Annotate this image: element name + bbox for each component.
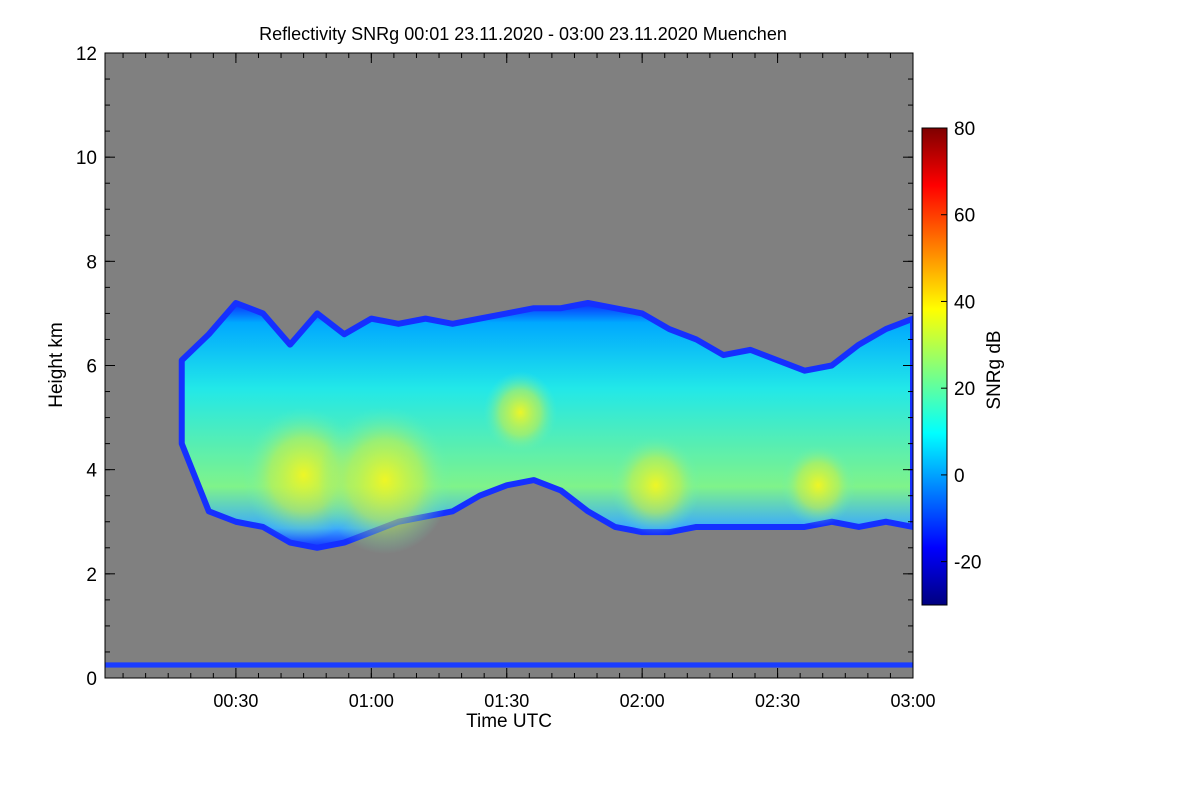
- echo-core-2: [483, 371, 558, 454]
- colorbar-label: SNRg dB: [984, 330, 1005, 409]
- colorbar-tick-label: 0: [954, 466, 965, 487]
- colorbar-tick-label: -20: [954, 553, 981, 574]
- chart-title: Reflectivity SNRg 00:01 23.11.2020 - 03:…: [259, 24, 787, 44]
- y-axis: 0 2 4 6 8 10 12: [76, 44, 913, 690]
- y-tick-label: 0: [86, 669, 97, 690]
- x-tick-label: 02:00: [620, 691, 665, 711]
- x-axis-label: Time UTC: [466, 711, 552, 732]
- echo-core-3: [610, 435, 701, 536]
- plot-content: [105, 300, 913, 668]
- y-tick-label: 6: [86, 357, 97, 378]
- x-tick-label: 02:30: [755, 691, 800, 711]
- x-tick-label: 01:00: [349, 691, 394, 711]
- y-tick-label: 12: [76, 44, 97, 65]
- y-tick-label: 4: [86, 461, 97, 482]
- colorbar-tick-label: 20: [954, 379, 975, 400]
- x-axis: 00:30 01:00 01:30 02:00 02:30 03:00: [122, 53, 936, 711]
- colorbar-ticks: -20 0 20 40 60 80: [941, 119, 981, 574]
- colorbar-tick-label: 80: [954, 119, 975, 140]
- y-tick-label: 2: [86, 565, 97, 586]
- x-tick-label: 01:30: [484, 691, 529, 711]
- echo-core-4: [781, 444, 856, 527]
- colorbar-tick-label: 60: [954, 206, 975, 227]
- x-tick-label: 03:00: [890, 691, 935, 711]
- y-axis-label: Height km: [46, 322, 67, 408]
- surface-clutter: [105, 662, 913, 668]
- y-tick-label: 10: [76, 148, 97, 169]
- y-tick-label: 8: [86, 252, 97, 273]
- x-tick-label: 00:30: [213, 691, 258, 711]
- colorbar-tick-label: 40: [954, 292, 975, 313]
- echo-core-1: [318, 406, 452, 555]
- colorbar: [921, 127, 948, 606]
